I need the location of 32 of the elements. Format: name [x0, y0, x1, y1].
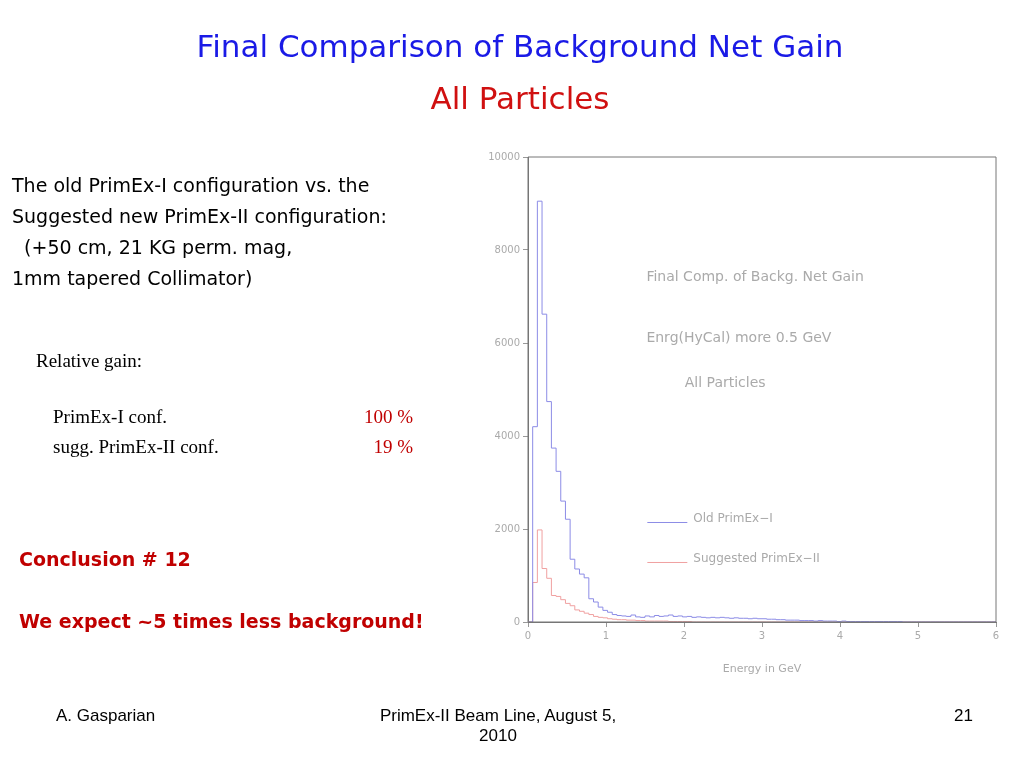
y-tick-label: 0 [513, 615, 520, 627]
text: Relative gain: [36, 350, 143, 372]
legend-label: Suggested PrimEx−II [693, 550, 820, 565]
x-axis-title: Energy in GeV [722, 662, 802, 676]
text: PrimEx-I conf. [53, 406, 167, 428]
x-tick-label: 0 [524, 629, 532, 641]
x-tick-label: 1 [602, 629, 610, 641]
y-tick-label: 8000 [494, 243, 520, 255]
text: Conclusion # 12 [19, 548, 191, 570]
text: PrimEx-II Beam Line, August 5, 2010 [378, 706, 618, 746]
chart-subtitle: All Particles [429, 80, 611, 116]
text: The old PrimEx-I configuration vs. the Suggested new PrimEx-II configuration: (+50 cm, 21 KG perm. mag, 1mm tapered Collimator) [12, 173, 387, 291]
y-tick-label: 10000 [488, 150, 520, 162]
text: 19 % [372, 436, 413, 458]
text: We expect ~5 times less background! [19, 610, 424, 632]
annotation: Final Comp. of Backg. Net Gain [646, 268, 864, 285]
text: 100 % [362, 406, 413, 428]
x-tick-label: 5 [914, 629, 922, 641]
y-tick-label: 6000 [494, 336, 520, 348]
y-tick-label: 4000 [494, 429, 520, 441]
x-tick-label: 2 [680, 629, 688, 641]
legend-label: Old PrimEx−I [693, 510, 773, 525]
x-tick-label: 3 [758, 629, 766, 641]
text: 21 [953, 706, 973, 726]
x-tick-label: 4 [836, 629, 844, 641]
annotation: All Particles [684, 374, 766, 391]
x-tick-label: 6 [992, 629, 1000, 641]
y-tick-label: 2000 [494, 522, 520, 534]
chart-title: Final Comparison of Background Net Gain [195, 28, 845, 64]
text: A. Gasparian [56, 706, 156, 726]
annotation: Enrg(HyCal) more 0.5 GeV [646, 329, 832, 346]
text: sugg. PrimEx-II conf. [53, 436, 219, 458]
